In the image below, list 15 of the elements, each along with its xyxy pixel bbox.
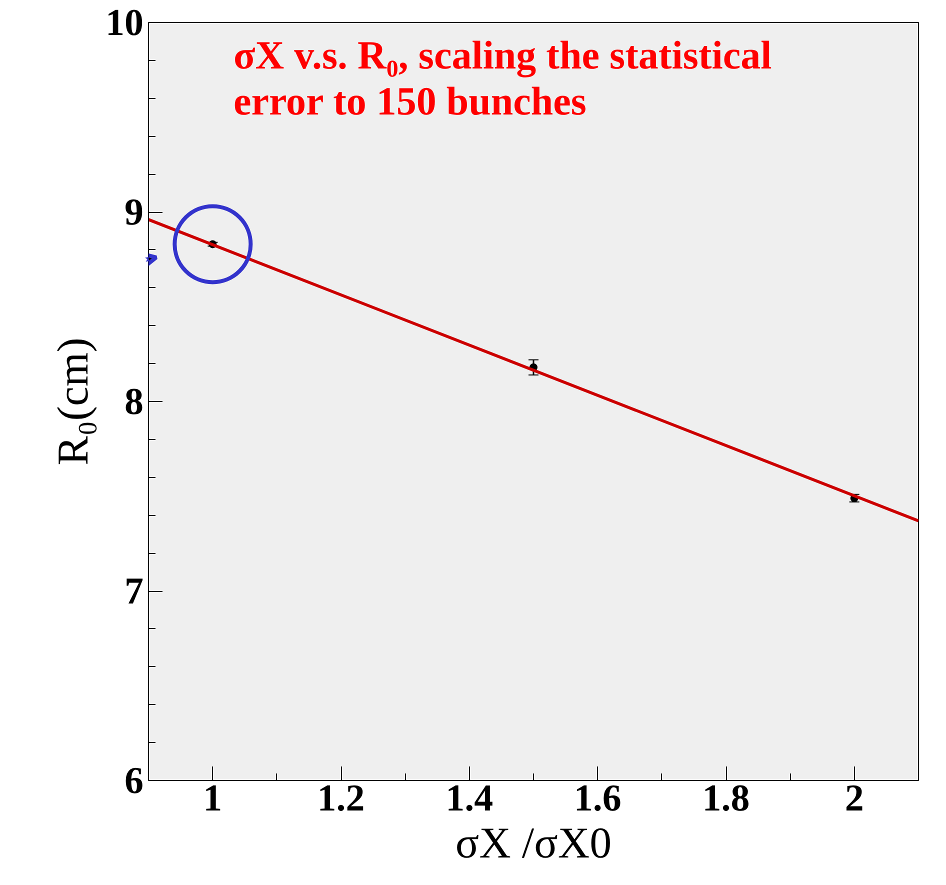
y-axis-title: R₀(cm): [48, 338, 98, 466]
x-tick-label: 1.2: [317, 778, 365, 820]
y-tick-label: 7: [124, 570, 144, 612]
y-tick-label: 8: [124, 381, 144, 423]
x-tick-label: 1.8: [702, 778, 750, 820]
annotation: error to 150 bunches: [234, 78, 586, 124]
x-tick-label: 1.4: [446, 778, 494, 820]
x-tick-label: 2: [844, 778, 864, 820]
x-tick-label: 1.6: [574, 778, 622, 820]
y-tick-label: 10: [106, 2, 144, 44]
y-tick-label: 9: [124, 192, 144, 234]
y-tick-label: 6: [124, 760, 144, 802]
x-axis-title: σX /σX0: [455, 818, 612, 868]
x-tick-label: 1: [203, 778, 222, 820]
annotation: σX v.s. R₀, scaling the statistical: [234, 32, 772, 78]
